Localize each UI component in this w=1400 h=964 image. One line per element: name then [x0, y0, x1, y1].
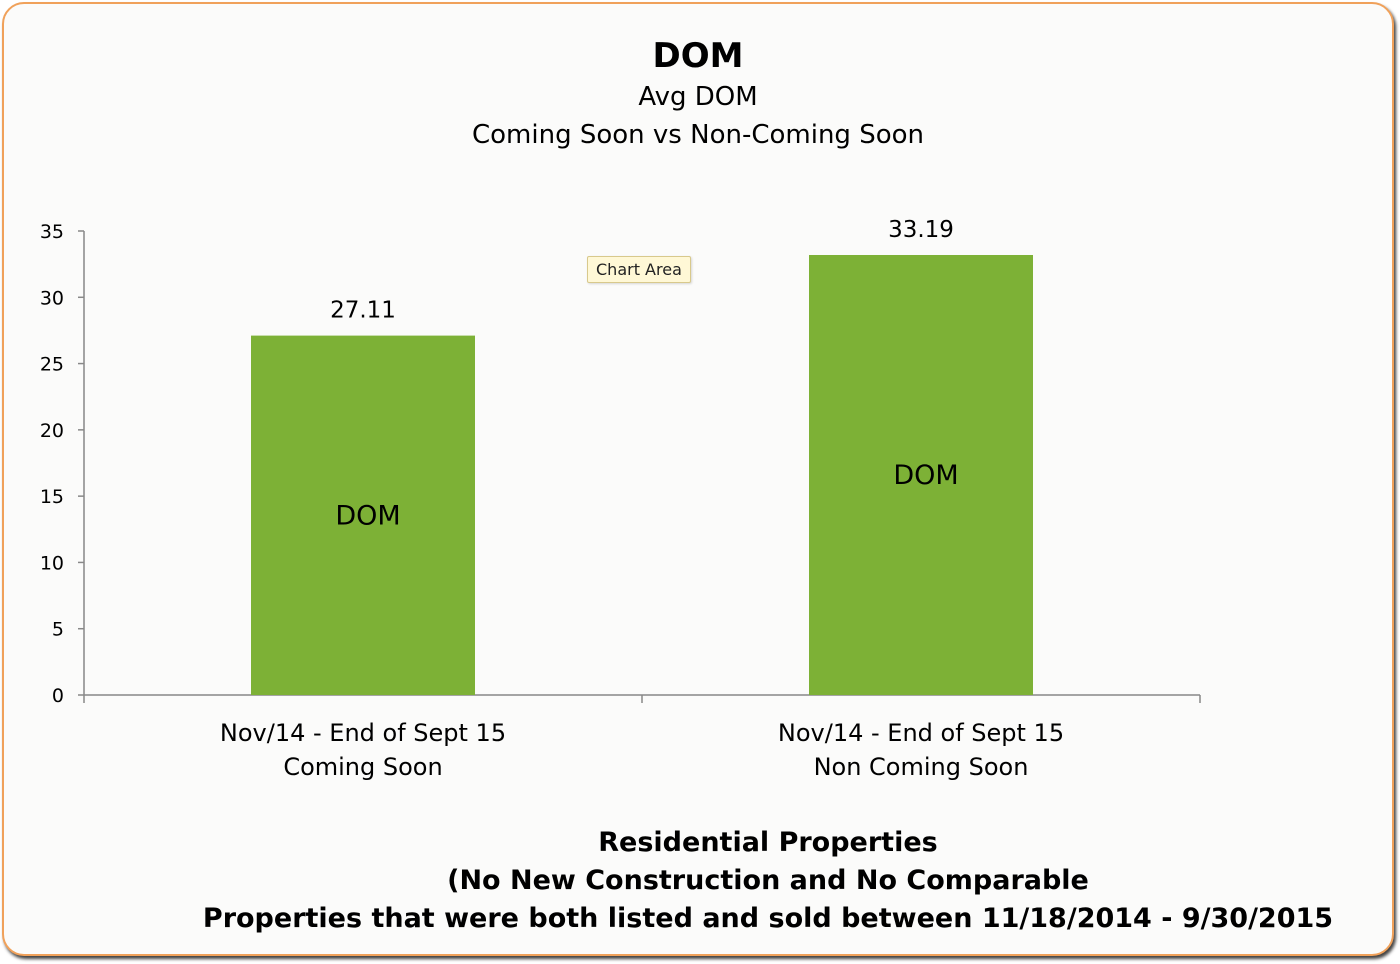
chart-title: DOM [652, 36, 744, 76]
y-tick-label-15: 15 [40, 486, 64, 508]
x-category-label-1-0: Nov/14 - End of Sept 15 [778, 719, 1064, 747]
bar-inside-label-0: DOM [335, 500, 400, 531]
data-label-0: 27.11 [330, 298, 396, 324]
y-tick-label-25: 25 [40, 354, 64, 376]
chart-footer: Residential Properties (No New Construct… [4, 824, 1392, 938]
plot-area[interactable]: 0 5 10 15 20 25 30 35 27.11 DOM Nov/14 - End of Se… [4, 4, 1394, 956]
bar-1 [809, 254, 1033, 695]
y-tick-label-20: 20 [40, 420, 64, 442]
x-category-label-1-1: Non Coming Soon [814, 753, 1029, 781]
footer-line-2: (No New Construction and No Comparable [447, 865, 1089, 896]
chart-subtitle-line-2: Coming Soon vs Non-Coming Soon [472, 120, 924, 150]
footer-line-3: Properties that were both listed and sol… [202, 903, 1334, 934]
chart-area-tooltip: Chart Area [587, 256, 691, 283]
y-tick-label-30: 30 [40, 287, 64, 309]
y-tick-label-5: 5 [52, 619, 64, 641]
x-category-label-0-0: Nov/14 - End of Sept 15 [220, 719, 506, 747]
title-block: DOM Avg DOM Coming Soon vs Non-Coming So… [4, 34, 1392, 154]
footer-line-1: Residential Properties [598, 827, 938, 858]
bar-0 [251, 335, 475, 695]
y-tick-label-0: 0 [52, 685, 64, 707]
bar-inside-label-1: DOM [893, 460, 958, 491]
y-tick-label-10: 10 [40, 552, 64, 574]
x-category-label-0-1: Coming Soon [283, 753, 442, 781]
chart-subtitle-line-1: Avg DOM [638, 82, 758, 112]
data-label-1: 33.19 [888, 217, 954, 243]
y-tick-label-35: 35 [40, 221, 64, 243]
